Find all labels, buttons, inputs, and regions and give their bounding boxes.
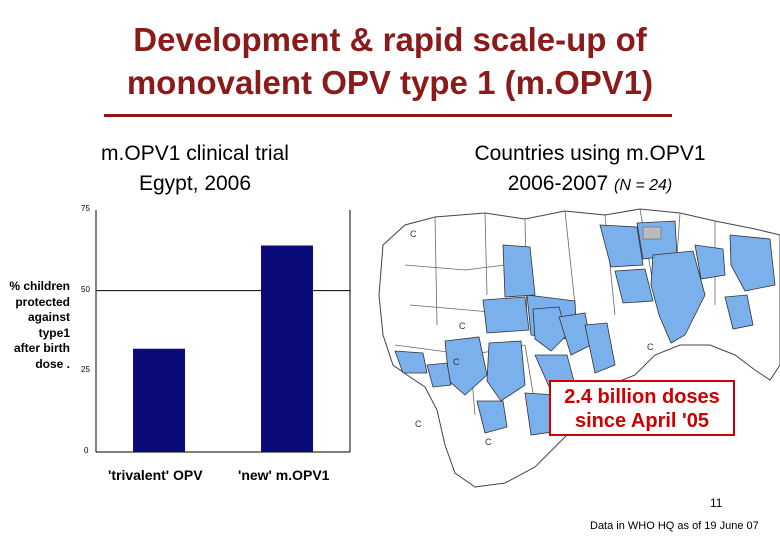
left-heading: m.OPV1 clinical trial Egypt, 2006 [60, 139, 330, 199]
map-country [584, 322, 616, 374]
y-axis-label-line: type1 [38, 325, 70, 340]
y-tick-label: 0 [84, 446, 89, 455]
bar-new-mopv1 [261, 245, 313, 452]
y-tick-label: 75 [81, 204, 90, 213]
y-axis-label-line: after birth [13, 341, 70, 355]
map-letter: C [415, 419, 422, 429]
map-country [614, 268, 654, 304]
y-axis-label: % children protected against type1 after… [4, 279, 70, 372]
map-letter: C [485, 437, 492, 447]
map-country [394, 350, 428, 374]
map-letter: C [647, 342, 654, 352]
title-line-2: monovalent OPV type 1 (m.OPV1) [126, 64, 654, 101]
map-country [599, 224, 644, 268]
doses-callout: 2.4 billion doses since April '05 [549, 380, 735, 436]
left-heading-line-2: Egypt, 2006 [138, 172, 252, 195]
map-country [502, 244, 536, 298]
y-axis-label-line: % children [9, 279, 70, 293]
page-number: 11 [710, 496, 723, 510]
map-country [486, 340, 526, 402]
right-heading: Countries using m.OPV1 2006-2007 (N = 24… [440, 139, 740, 201]
footnote: Data in WHO HQ as of 19 June 07 [590, 520, 759, 532]
map-shaded-area [642, 226, 662, 240]
slide-title: Development & rapid scale-up of monovale… [0, 18, 780, 104]
right-heading-count: (N = 24) [614, 177, 673, 194]
right-heading-years: 2006-2007 [507, 172, 609, 195]
bar-chart [95, 210, 351, 453]
callout-line-1: 2.4 billion doses [564, 386, 720, 408]
callout-line-2: since April '05 [574, 410, 710, 432]
left-heading-line-1: m.OPV1 clinical trial [101, 142, 289, 165]
y-axis-label-line: dose . [35, 356, 70, 371]
map-country [482, 296, 530, 334]
map-country [426, 362, 452, 388]
y-tick-label: 50 [81, 285, 90, 294]
map-country [694, 244, 726, 280]
x-category-label: 'trivalent' OPV [108, 467, 203, 483]
right-heading-line-1: Countries using m.OPV1 [474, 142, 706, 165]
africa-asia-map: C C C C C C [375, 205, 780, 495]
map-country [532, 306, 568, 352]
map-country [650, 250, 706, 344]
y-tick-label: 25 [81, 365, 90, 374]
y-axis-label-line: protected [15, 294, 70, 309]
map-letter: C [459, 321, 466, 331]
x-category-label: 'new' m.OPV1 [238, 467, 330, 483]
y-axis-label-line: against [27, 310, 70, 324]
map-country [729, 234, 776, 292]
title-line-1: Development & rapid scale-up of [133, 21, 647, 58]
map-country [724, 294, 754, 330]
map-letter: C [410, 229, 417, 239]
map-country [476, 400, 508, 434]
title-underline [104, 114, 672, 117]
bar-trivalent-opv [133, 348, 185, 452]
map-letter: C [453, 357, 460, 367]
